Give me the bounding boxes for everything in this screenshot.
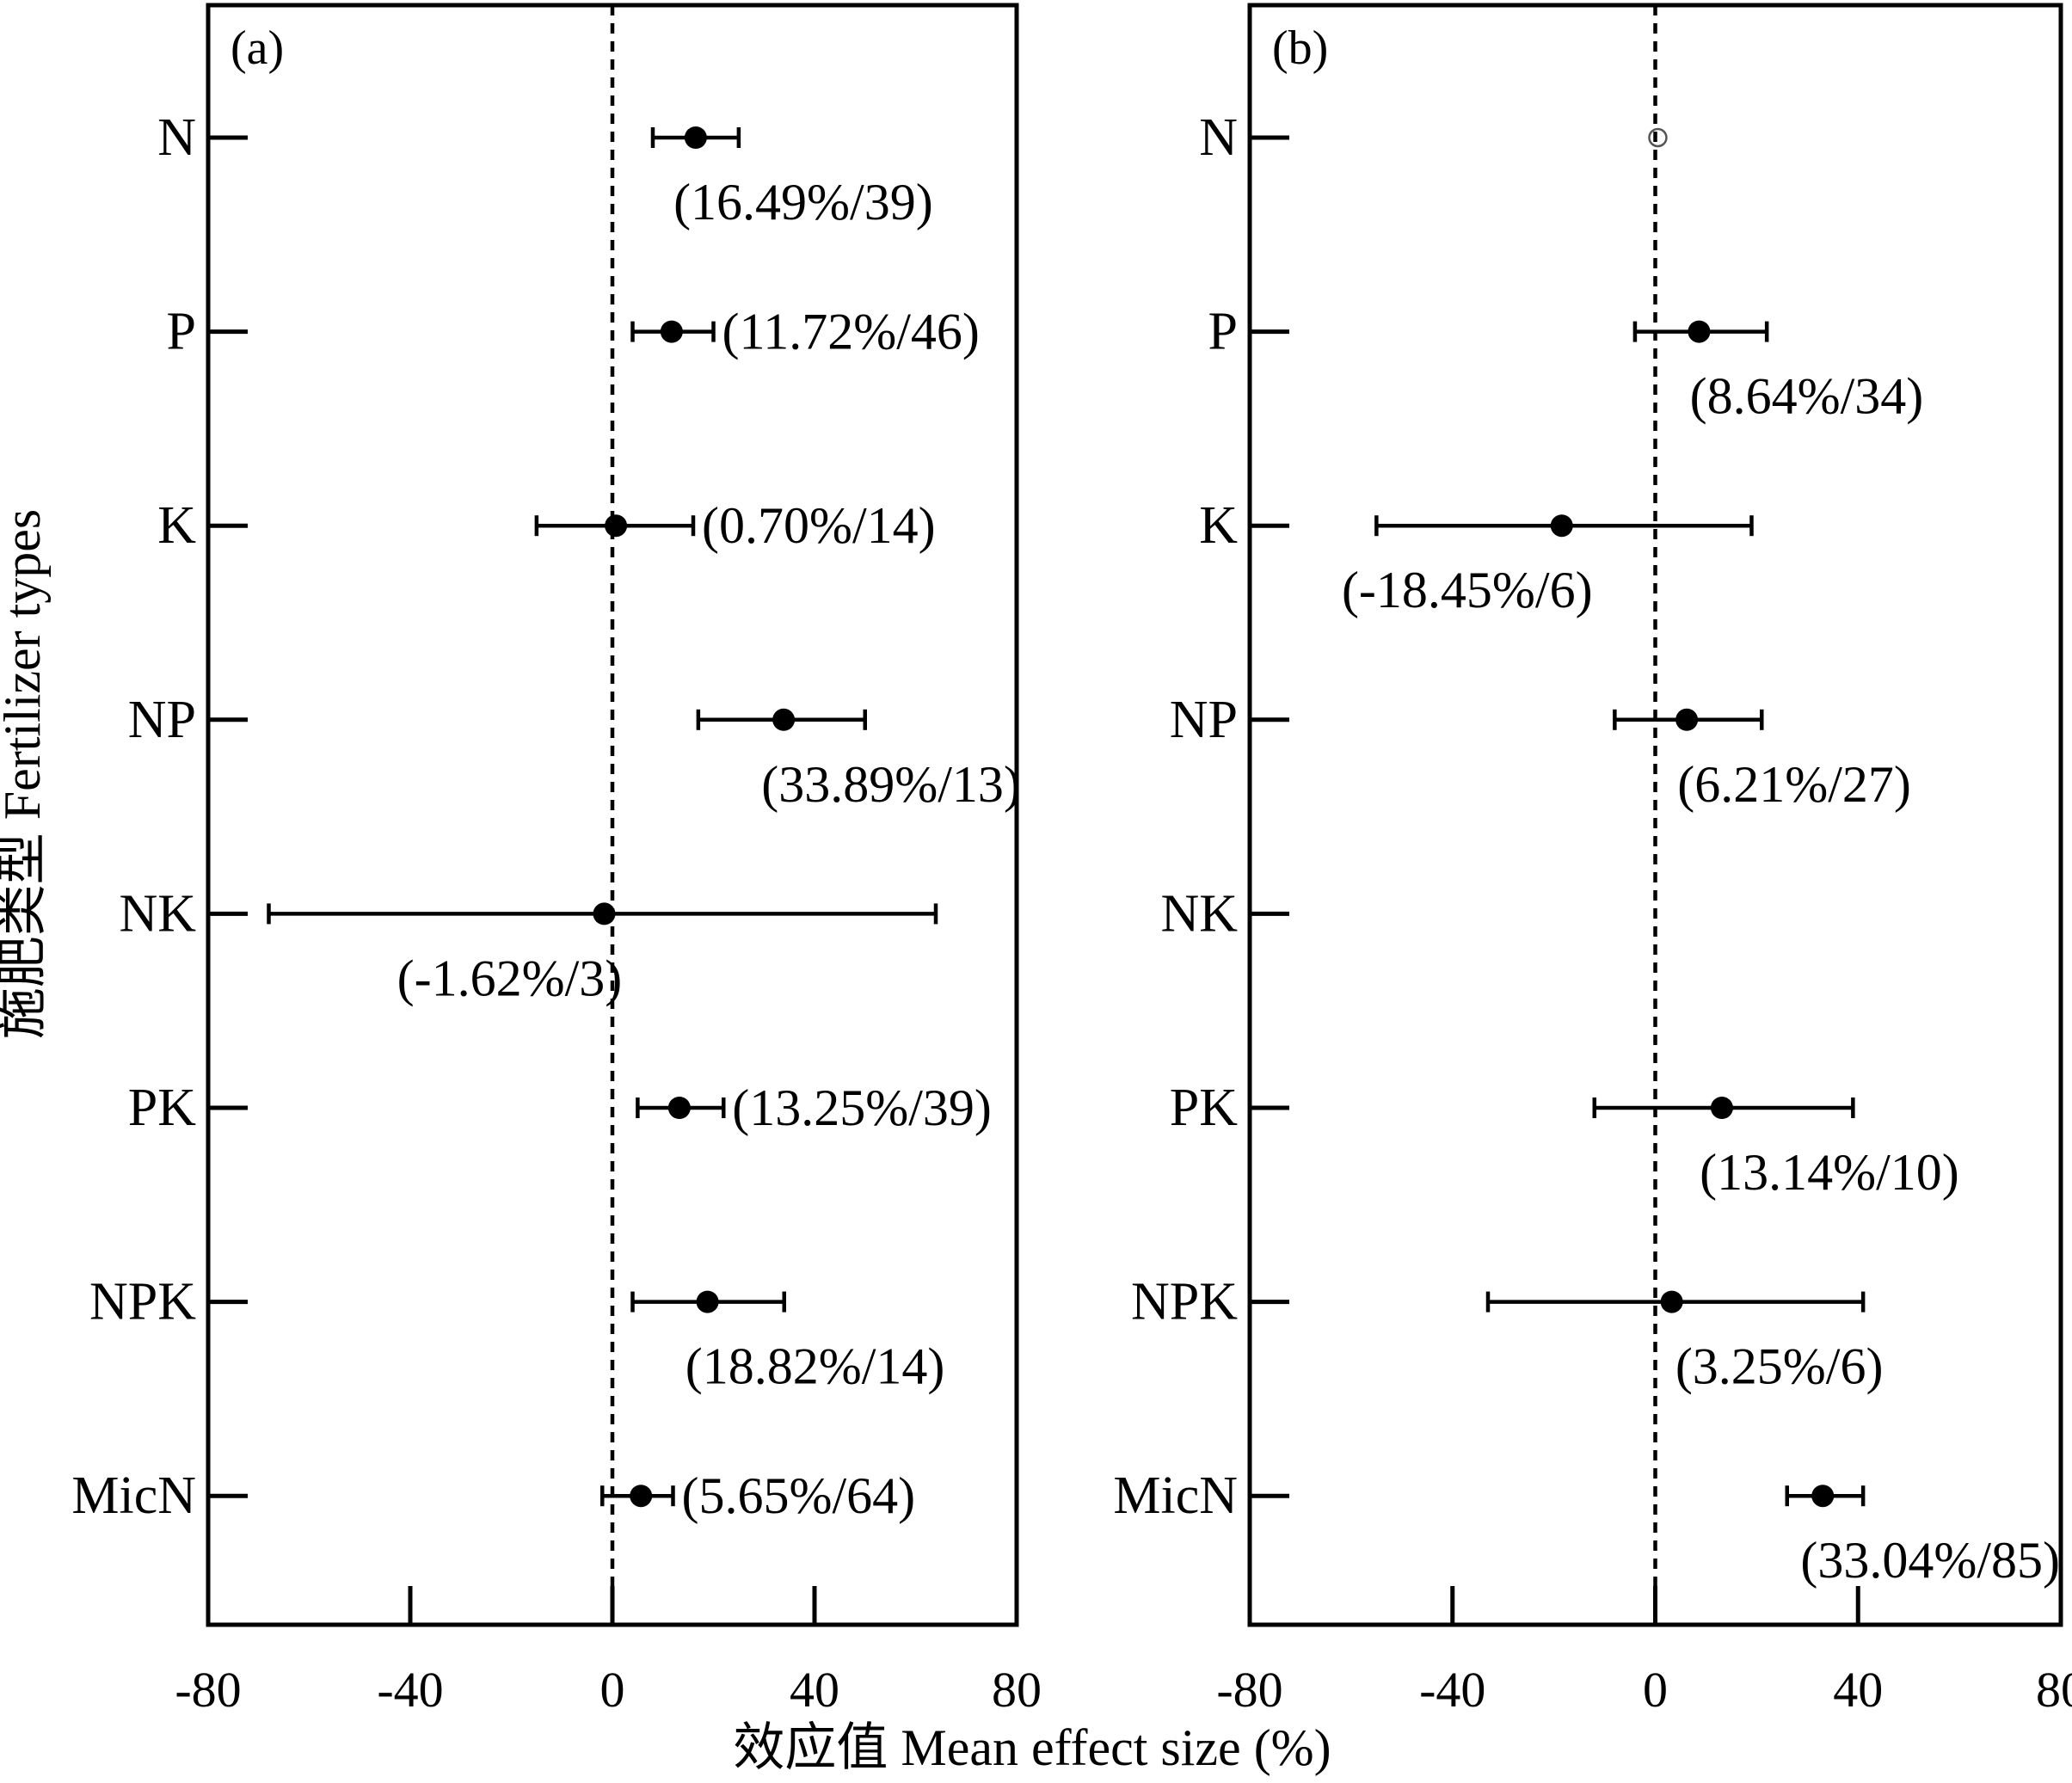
mean-point-hollow	[1648, 127, 1668, 148]
data-label: (6.21%/27)	[1677, 756, 1911, 813]
data-label: (18.82%/14)	[686, 1338, 945, 1395]
category-label: K	[157, 496, 196, 555]
mean-point	[1710, 1097, 1733, 1119]
x-tick-label: 0	[600, 1662, 625, 1718]
mean-point	[1675, 708, 1699, 731]
data-label: (13.25%/39)	[732, 1079, 992, 1136]
category-label: NP	[1170, 691, 1238, 749]
mean-point	[1688, 320, 1711, 343]
x-tick-label: 40	[1833, 1662, 1883, 1718]
mean-point	[593, 902, 616, 925]
data-label: (-18.45%/6)	[1342, 562, 1593, 618]
data-label: (-1.62%/3)	[397, 950, 623, 1006]
category-label: N	[157, 108, 196, 167]
category-label: NPK	[1131, 1273, 1238, 1331]
mean-point	[684, 126, 707, 149]
mean-point	[696, 1290, 719, 1313]
data-label: (8.64%/34)	[1690, 368, 1924, 425]
mean-point	[605, 514, 628, 538]
category-label: NPK	[89, 1273, 196, 1331]
data-label: (11.72%/46)	[722, 304, 980, 360]
x-tick-label: -40	[377, 1662, 443, 1718]
mean-point	[1550, 514, 1573, 538]
data-label: (5.65%/64)	[682, 1467, 916, 1524]
panel-label: (a)	[231, 22, 284, 75]
category-label: PK	[1170, 1079, 1238, 1137]
category-label: MicN	[1113, 1466, 1238, 1525]
category-label: P	[167, 303, 196, 361]
mean-point	[1811, 1485, 1835, 1508]
x-axis-title: 效应值 Mean effect size (%)	[733, 1719, 1331, 1776]
category-label: NK	[119, 884, 196, 943]
x-tick-label: 80	[992, 1662, 1042, 1718]
x-tick-label: -40	[1419, 1662, 1485, 1718]
mean-point	[660, 320, 683, 343]
mean-point	[667, 1097, 691, 1119]
data-label: (3.25%/6)	[1675, 1338, 1884, 1395]
x-tick-label: 0	[1643, 1662, 1668, 1718]
category-label: NP	[128, 691, 196, 749]
panel-label: (b)	[1272, 22, 1328, 75]
category-label: K	[1199, 496, 1238, 555]
category-label: N	[1199, 108, 1238, 167]
category-label: MicN	[71, 1466, 196, 1525]
data-label: (33.89%/13)	[761, 756, 1021, 813]
x-tick-label: 80	[2036, 1662, 2072, 1718]
y-axis-title: 施肥类型 Fertilizer types	[0, 509, 51, 1040]
data-label: (13.14%/10)	[1700, 1144, 1959, 1201]
panel-a: (a) -80 -40 0 40 80 N (16.49%/39) P (11.72%/46) K (…	[71, 3, 1042, 1718]
data-label: (33.04%/85)	[1800, 1532, 2060, 1589]
category-label: P	[1208, 303, 1238, 361]
data-label: (0.70%/14)	[702, 497, 936, 554]
data-label: (16.49%/39)	[673, 174, 933, 231]
x-tick-label: -80	[1216, 1662, 1282, 1718]
x-tick-label: -80	[175, 1662, 241, 1718]
x-tick-label: 40	[790, 1662, 839, 1718]
panel-b: (b)-80-4004080NP(8.64%/34)K(-18.45%/6)NP…	[1113, 3, 2072, 1718]
mean-point	[772, 708, 796, 731]
mean-point	[1660, 1290, 1683, 1313]
mean-point	[630, 1485, 653, 1508]
category-label: NK	[1160, 884, 1238, 943]
category-label: PK	[128, 1079, 196, 1137]
